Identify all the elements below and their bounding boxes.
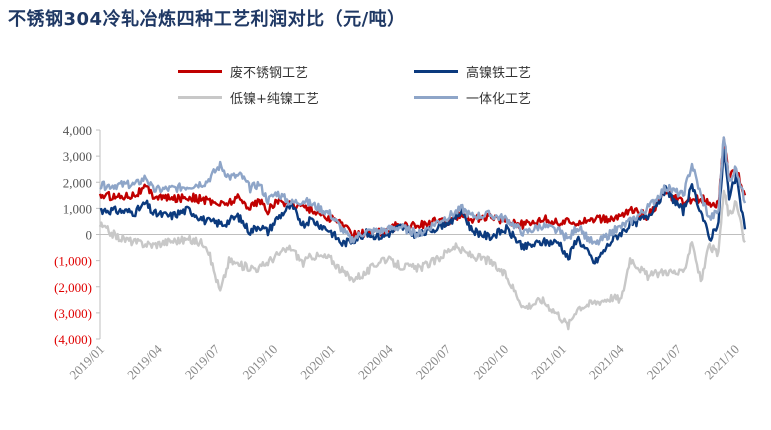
series-line-3 [99, 136, 747, 246]
x-tick-label-11: 2021/10 [701, 342, 742, 383]
chart-legend: 废不锈钢工艺 高镍铁工艺 低镍+纯镍工艺 一体化工艺 [178, 62, 578, 112]
y-tick-label-3: 1,000 [63, 201, 92, 216]
series-line-1 [99, 148, 747, 265]
legend-swatch-low-ni-pure-ni [178, 96, 222, 99]
legend-item-low-ni-pure-ni: 低镍+纯镍工艺 [178, 88, 319, 107]
x-tick-label-6: 2020/07 [413, 341, 454, 382]
x-tick-label-4: 2020/01 [297, 342, 338, 383]
x-tick-label-5: 2020/04 [355, 341, 396, 382]
x-tick-label-0: 2019/01 [66, 342, 107, 383]
x-tick-label-9: 2021/04 [586, 341, 627, 382]
legend-label-scrap: 废不锈钢工艺 [230, 66, 309, 81]
legend-item-integrated: 一体化工艺 [414, 88, 531, 107]
y-tick-label-8: (4,000) [54, 332, 92, 347]
page-title: 不锈钢304冷轧冶炼四种工艺利润对比（元/吨） [8, 9, 406, 30]
series-line-2 [98, 189, 746, 331]
y-tick-label-6: (2,000) [54, 280, 92, 295]
legend-swatch-high-ni-iron [414, 70, 458, 73]
x-tick-label-10: 2021/07 [644, 341, 685, 382]
x-tick-label-8: 2021/01 [528, 342, 569, 383]
y-tick-label-1: 3,000 [63, 149, 92, 164]
y-tick-label-2: 2,000 [63, 175, 92, 190]
x-tick-label-2: 2019/07 [182, 341, 223, 382]
legend-label-low-ni-pure-ni: 低镍+纯镍工艺 [230, 92, 319, 107]
y-tick-label-0: 4,000 [63, 123, 92, 138]
x-tick-label-1: 2019/04 [124, 341, 165, 382]
legend-swatch-integrated [414, 96, 458, 99]
x-tick-label-3: 2019/10 [240, 342, 281, 383]
legend-swatch-scrap [178, 70, 222, 73]
y-tick-label-7: (3,000) [54, 306, 92, 321]
y-tick-label-4: 0 [86, 228, 93, 243]
y-tick-label-5: (1,000) [54, 254, 92, 269]
legend-item-high-ni-iron: 高镍铁工艺 [414, 62, 531, 81]
legend-item-scrap: 废不锈钢工艺 [178, 62, 308, 81]
x-tick-label-7: 2020/10 [470, 342, 511, 383]
series-line-0 [98, 136, 747, 240]
legend-label-integrated: 一体化工艺 [466, 92, 532, 107]
legend-label-high-ni-iron: 高镍铁工艺 [466, 66, 532, 81]
